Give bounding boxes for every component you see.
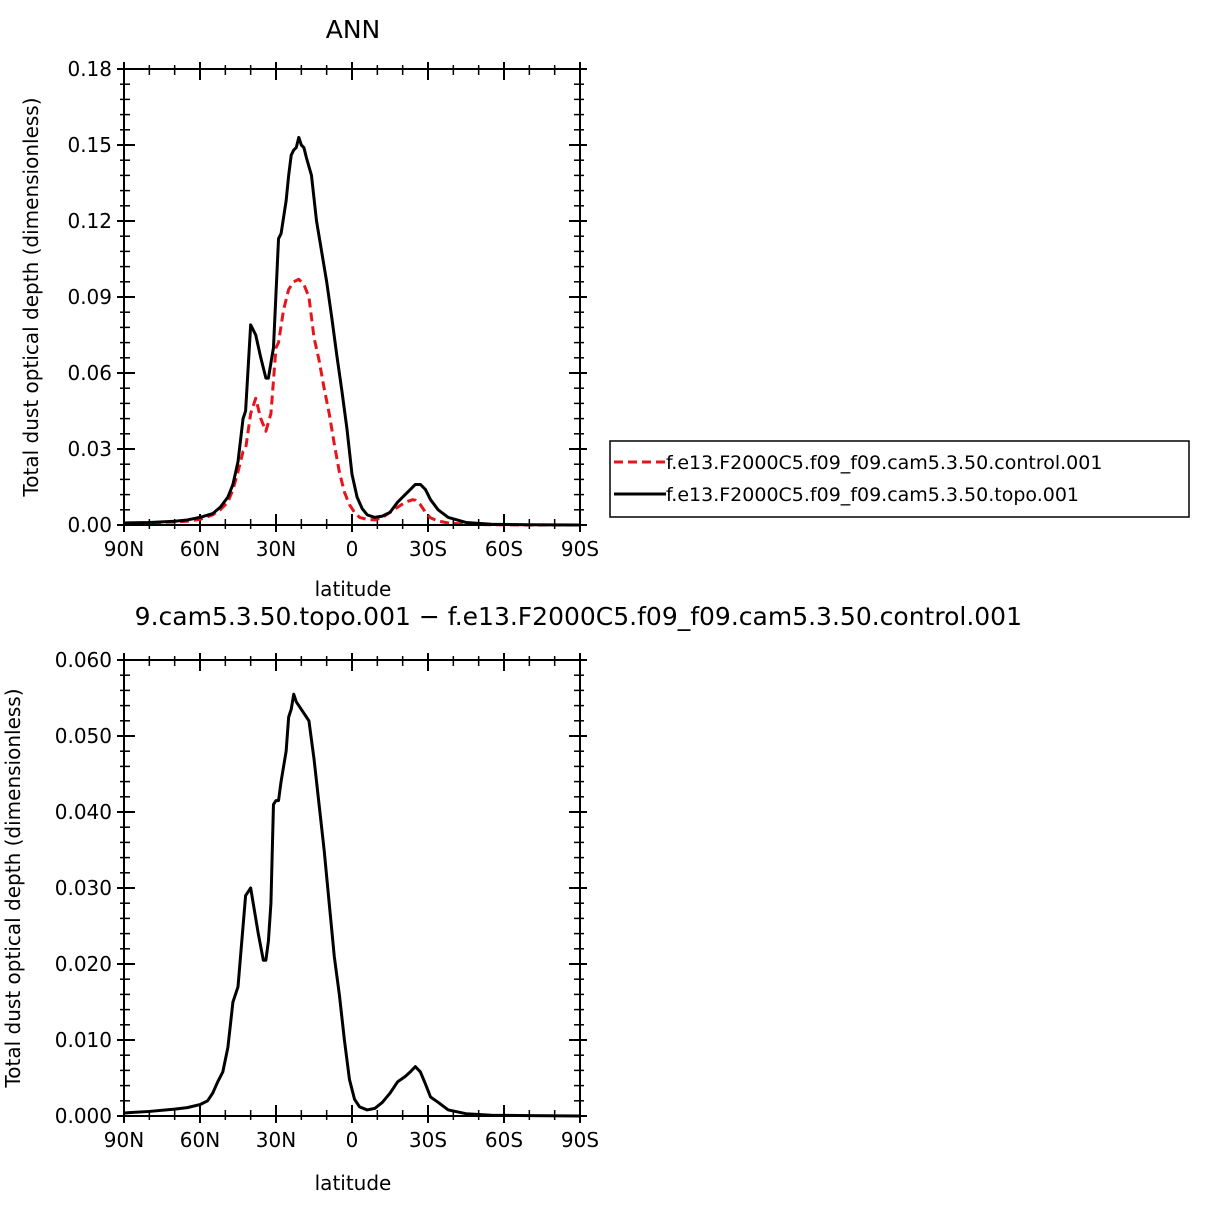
chart-top-y-tick-labels: 0.00 0.03 0.06 0.09 0.12 0.15 0.18 <box>67 57 112 537</box>
series-line-control <box>123 277 580 527</box>
chart-top-xlabel: latitude <box>315 577 392 601</box>
y-tick-label: 0.18 <box>67 57 112 81</box>
chart-bottom-frame <box>123 659 581 1117</box>
y-tick-label: 0.040 <box>55 800 112 824</box>
x-tick-label: 30S <box>409 1128 447 1152</box>
chart-bottom-y-tick-labels: 0.000 0.010 0.020 0.030 0.040 0.050 0.06… <box>55 648 112 1128</box>
y-tick-label: 0.010 <box>55 1028 112 1052</box>
chart-top-ylabel: Total dust optical depth (dimensionless) <box>19 97 43 497</box>
legend-label-control: f.e13.F2000C5.f09_f09.cam5.3.50.control.… <box>666 452 1102 474</box>
y-tick-label: 0.06 <box>67 361 112 385</box>
y-tick-label: 0.15 <box>67 133 112 157</box>
chart-bottom: 9.cam5.3.50.topo.001 − f.e13.F2000C5.f09… <box>1 602 1022 1195</box>
x-tick-label: 90S <box>561 537 599 561</box>
y-tick-label: 0.020 <box>55 952 112 976</box>
chart-top-legend: f.e13.F2000C5.f09_f09.cam5.3.50.control.… <box>609 440 1190 518</box>
y-tick-label: 0.060 <box>55 648 112 672</box>
chart-bottom-ticks <box>117 653 587 1123</box>
x-tick-label: 90S <box>561 1128 599 1152</box>
x-tick-label: 90N <box>104 537 144 561</box>
x-tick-label: 60S <box>485 537 523 561</box>
chart-top: ANN Total dust optical depth (dimensionl… <box>19 15 1190 601</box>
legend-box <box>609 440 1190 518</box>
chart-top-frame <box>123 68 581 526</box>
chart-top-title: ANN <box>326 15 381 44</box>
chart-bottom-x-tick-labels: 90N 60N 30N 0 30S 60S 90S <box>104 1128 599 1152</box>
y-tick-label: 0.030 <box>55 876 112 900</box>
chart-top-series <box>123 135 581 527</box>
y-tick-label: 0.050 <box>55 724 112 748</box>
x-tick-label: 30S <box>409 537 447 561</box>
x-tick-label: 30N <box>256 537 296 561</box>
x-tick-label: 60N <box>180 537 220 561</box>
x-tick-label: 60N <box>180 1128 220 1152</box>
y-tick-label: 0.000 <box>55 1104 112 1128</box>
x-tick-label: 60S <box>485 1128 523 1152</box>
chart-bottom-xlabel: latitude <box>315 1171 392 1195</box>
x-tick-label: 0 <box>346 1128 359 1152</box>
y-tick-label: 0.12 <box>67 209 112 233</box>
legend-label-topo: f.e13.F2000C5.f09_f09.cam5.3.50.topo.001 <box>666 484 1079 506</box>
series-line-difference <box>123 692 581 1118</box>
chart-top-x-tick-labels: 90N 60N 30N 0 30S 60S 90S <box>104 537 599 561</box>
y-tick-label: 0.09 <box>67 285 112 309</box>
y-tick-label: 0.00 <box>67 513 112 537</box>
series-line-topo <box>123 135 581 527</box>
chart-bottom-title: 9.cam5.3.50.topo.001 − f.e13.F2000C5.f09… <box>135 602 1022 631</box>
x-tick-label: 90N <box>104 1128 144 1152</box>
y-tick-label: 0.03 <box>67 437 112 461</box>
x-tick-label: 30N <box>256 1128 296 1152</box>
x-tick-label: 0 <box>346 537 359 561</box>
chart-bottom-ylabel: Total dust optical depth (dimensionless) <box>1 688 25 1088</box>
chart-bottom-series <box>123 692 581 1118</box>
